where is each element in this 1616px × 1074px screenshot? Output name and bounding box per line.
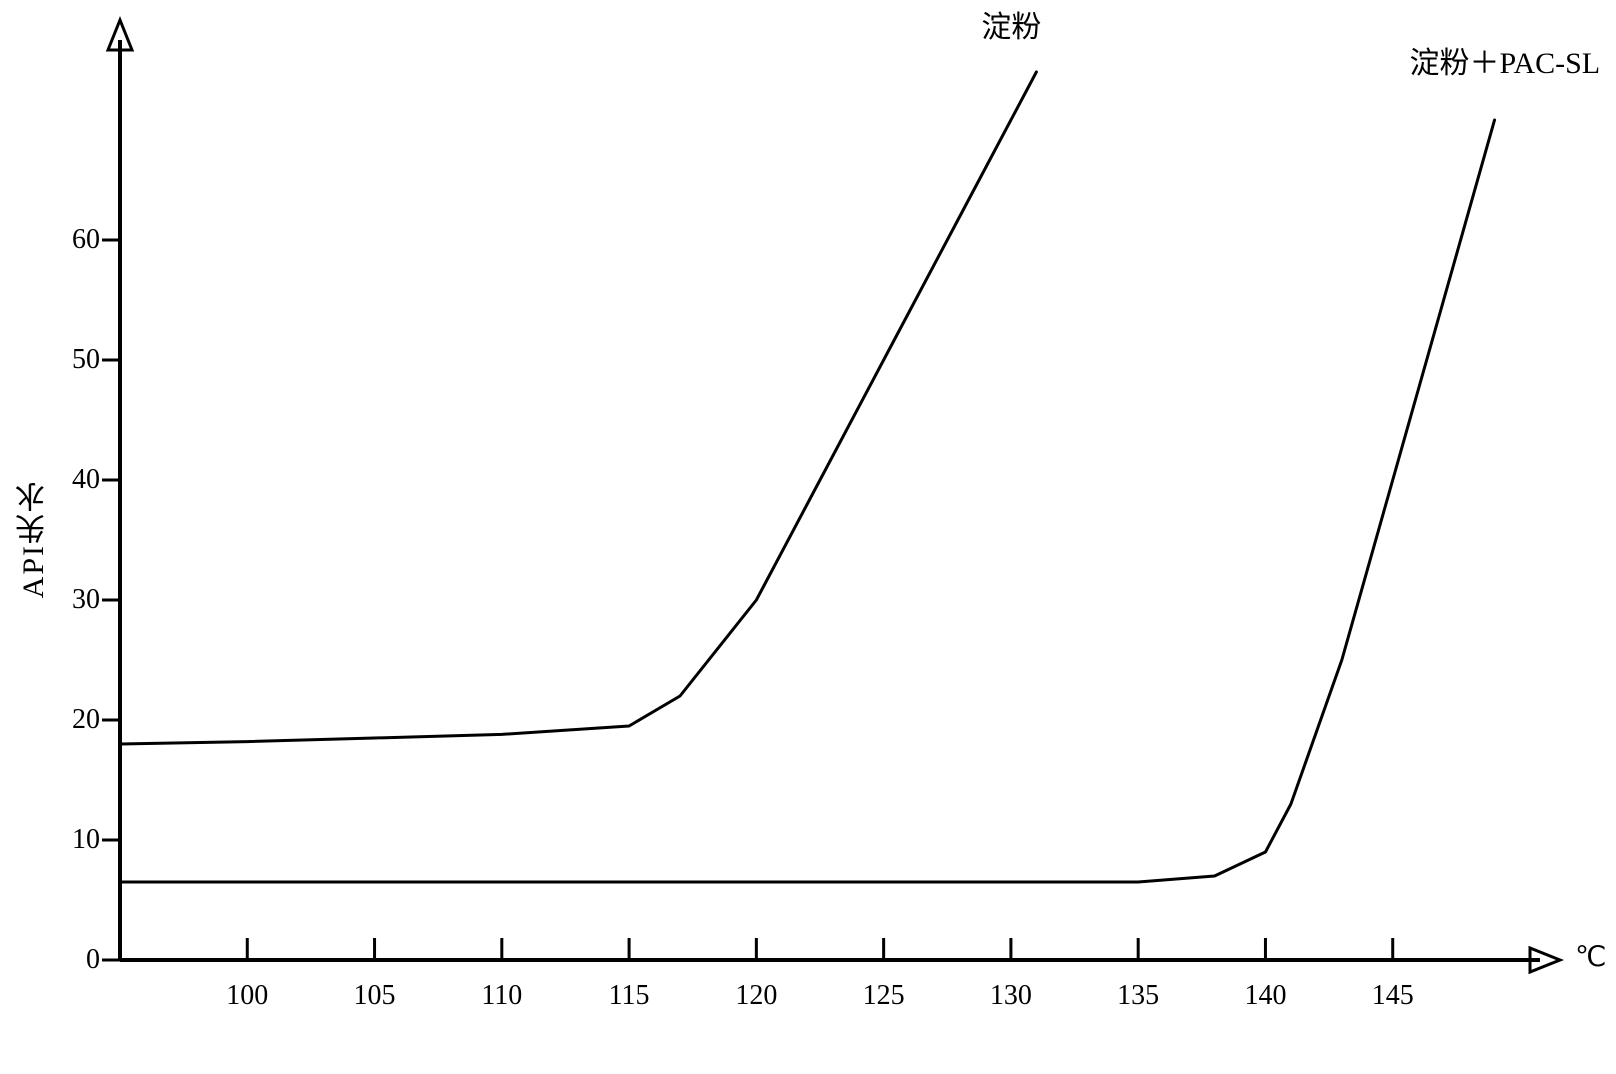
x-axis-unit: ℃ xyxy=(1575,940,1606,974)
y-tick-label: 10 xyxy=(60,824,100,856)
y-tick-label: 60 xyxy=(60,224,100,256)
y-tick-label: 40 xyxy=(60,464,100,496)
x-tick-label: 105 xyxy=(354,980,396,1012)
x-tick-label: 145 xyxy=(1372,980,1414,1012)
x-tick-label: 135 xyxy=(1117,980,1159,1012)
series-line-0 xyxy=(120,72,1036,744)
x-tick-label: 115 xyxy=(609,980,650,1012)
x-tick-label: 120 xyxy=(735,980,777,1012)
y-tick-label: 0 xyxy=(60,944,100,976)
chart-stage: API失水 ℃ 淀粉 淀粉＋PAC-SL 0 10 20 30 40 50 60 100 105… xyxy=(0,0,1616,1074)
series-label-starch: 淀粉 xyxy=(981,2,1041,46)
chart-svg xyxy=(0,0,1616,1074)
x-tick-label: 100 xyxy=(226,980,268,1012)
x-tick-label: 125 xyxy=(863,980,905,1012)
y-tick-label: 30 xyxy=(60,584,100,616)
x-tick-label: 140 xyxy=(1244,980,1286,1012)
y-tick-label: 50 xyxy=(60,344,100,376)
y-axis-label: API失水 xyxy=(12,480,56,598)
series-label-starch-pacsl: 淀粉＋PAC-SL xyxy=(1410,38,1601,82)
y-tick-label: 20 xyxy=(60,704,100,736)
x-tick-label: 130 xyxy=(990,980,1032,1012)
x-tick-label: 110 xyxy=(481,980,522,1012)
